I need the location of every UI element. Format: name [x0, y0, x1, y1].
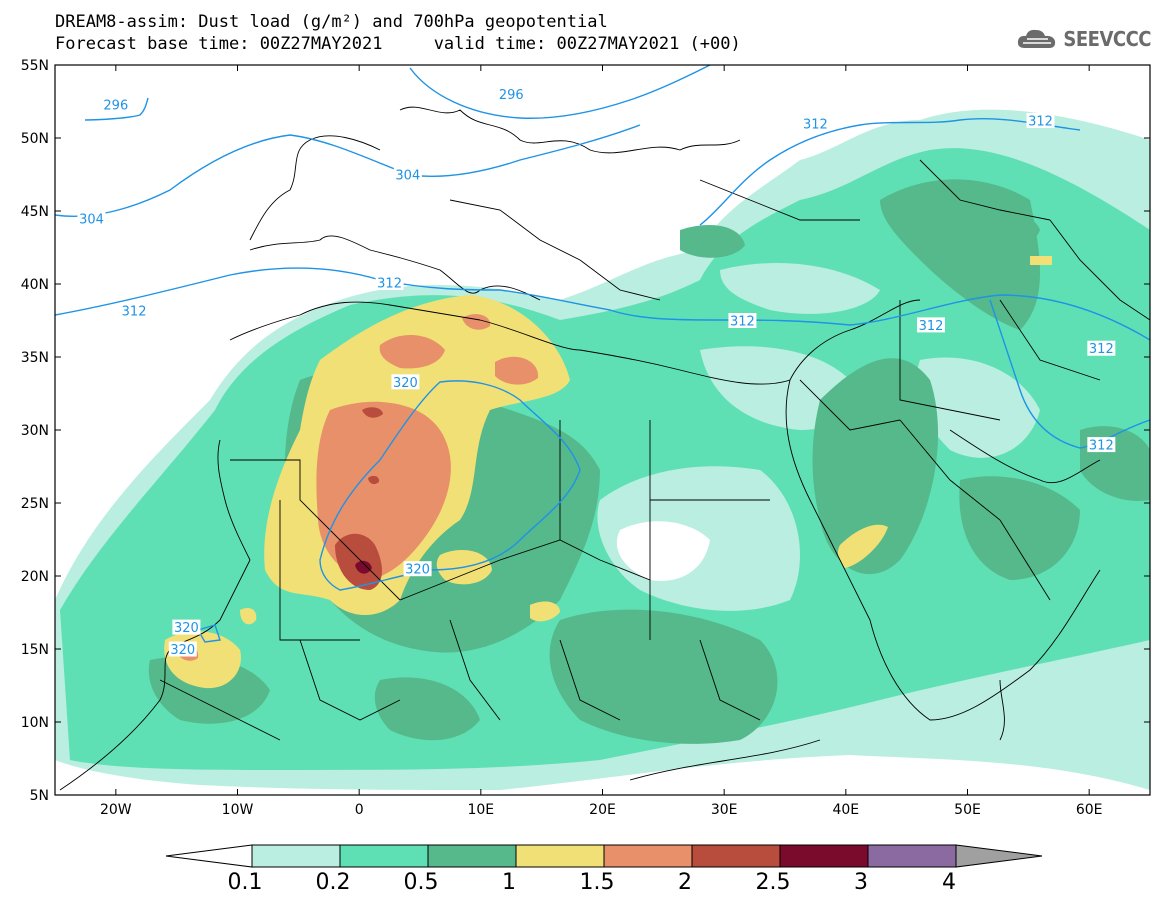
- contour-label: 312: [377, 277, 402, 292]
- lat-tick-label: 50N: [21, 131, 49, 147]
- contour-label: 320: [170, 643, 195, 658]
- colorbar-swatch: [251, 844, 341, 868]
- contour-label-bg: [77, 210, 106, 226]
- contour-label: 304: [395, 169, 420, 184]
- contour-label-bg: [391, 374, 420, 390]
- contour-label-bg: [172, 619, 201, 635]
- colorbar-level-label: 4: [942, 870, 956, 895]
- lon-tick-label: 50E: [954, 802, 981, 818]
- colorbar: [165, 844, 1043, 868]
- colorbar-level-label: 2: [678, 870, 692, 895]
- axis-ticks: 20W 10W 0 10E 20E 30E 40E 50E 60E 55N 50N 45N 40N 35N…: [21, 58, 1150, 818]
- contour-label: 312: [1028, 114, 1053, 129]
- contour-label-bg: [497, 86, 526, 102]
- lon-tick-label: 10W: [222, 802, 254, 818]
- contour-label: 296: [103, 98, 128, 113]
- contour-label: 304: [79, 212, 104, 227]
- colorbar-level-label: 0.2: [315, 870, 351, 895]
- colorbar-level-label: 0.5: [403, 870, 439, 895]
- lon-tick-label: 20W: [100, 802, 132, 818]
- lat-tick-label: 20N: [21, 569, 49, 585]
- contour-label-bg: [101, 96, 130, 112]
- contour-label-bg: [1087, 340, 1116, 356]
- logo-text: SEEVCCC: [1063, 27, 1151, 51]
- contour-label: 312: [803, 117, 828, 132]
- contour-label: 320: [393, 376, 418, 391]
- lon-tick-label: 30E: [711, 802, 738, 818]
- lon-tick-label: 40E: [832, 802, 859, 818]
- colorbar-under: [165, 844, 253, 868]
- colorbar-swatch: [779, 844, 869, 868]
- lat-tick-label: 30N: [21, 423, 49, 439]
- lon-tick-label: 20E: [589, 802, 616, 818]
- contour-label-bg: [375, 275, 404, 291]
- lon-tick-label: 60E: [1076, 802, 1103, 818]
- contour-labels: 296 296 304 304 312 312 312 312 312 312 312 312 320 3…: [77, 86, 1116, 658]
- colorbar-level-label: 0.1: [227, 870, 263, 895]
- colorbar-level-label: 1: [502, 870, 516, 895]
- contour-label-bg: [801, 115, 830, 131]
- colorbar-level-label: 2.5: [755, 870, 791, 895]
- coastlines: [59, 106, 1150, 791]
- colorbar-swatch: [867, 844, 957, 868]
- contour-label: 320: [405, 563, 430, 578]
- contour-label: 312: [1089, 342, 1114, 357]
- lat-tick-label: 45N: [21, 204, 49, 220]
- contour-label-bg: [1087, 437, 1116, 453]
- contour-label-bg: [917, 317, 945, 333]
- contour-label-bg: [120, 302, 149, 318]
- lat-tick-label: 25N: [21, 496, 49, 512]
- colorbar-swatch: [427, 844, 517, 868]
- contour-label: 296: [499, 88, 524, 103]
- lon-tick-label: 10E: [467, 802, 494, 818]
- lon-tick-label: 0: [355, 802, 364, 818]
- contour-label-bg: [403, 561, 432, 577]
- contour-label-bg: [168, 641, 197, 657]
- colorbar-level-label: 1.5: [579, 870, 615, 895]
- dust-load-fill: [55, 109, 1150, 790]
- contour-label-bg: [728, 313, 757, 328]
- seevccc-logo: SEEVCCC: [1015, 26, 1151, 52]
- lat-tick-label: 15N: [21, 642, 49, 658]
- colorbar-over: [955, 844, 1043, 868]
- colorbar-level-label: 3: [854, 870, 868, 895]
- colorbar-swatch: [691, 844, 781, 868]
- contour-label: 312: [919, 319, 944, 334]
- map-title: DREAM8-assim: Dust load (g/m²) and 700hP…: [55, 12, 608, 32]
- colorbar-swatch: [515, 844, 605, 868]
- contour-label: 312: [1089, 439, 1114, 454]
- lat-tick-label: 10N: [21, 715, 49, 731]
- lat-tick-label: 5N: [30, 788, 49, 804]
- lat-tick-label: 35N: [21, 350, 49, 366]
- forecast-time-line: Forecast base time: 00Z27MAY2021 valid t…: [55, 34, 741, 54]
- contour-label: 312: [730, 315, 755, 330]
- contour-label-bg: [1026, 112, 1055, 128]
- contour-label: 312: [122, 304, 147, 319]
- lat-tick-label: 40N: [21, 277, 49, 293]
- colorbar-swatch: [603, 844, 693, 868]
- geopotential-contours: [55, 65, 1150, 643]
- contour-label: 320: [174, 621, 199, 636]
- cloud-icon: [1018, 29, 1056, 48]
- lat-tick-label: 55N: [21, 58, 49, 74]
- colorbar-swatch: [339, 844, 429, 868]
- contour-label-bg: [393, 167, 422, 182]
